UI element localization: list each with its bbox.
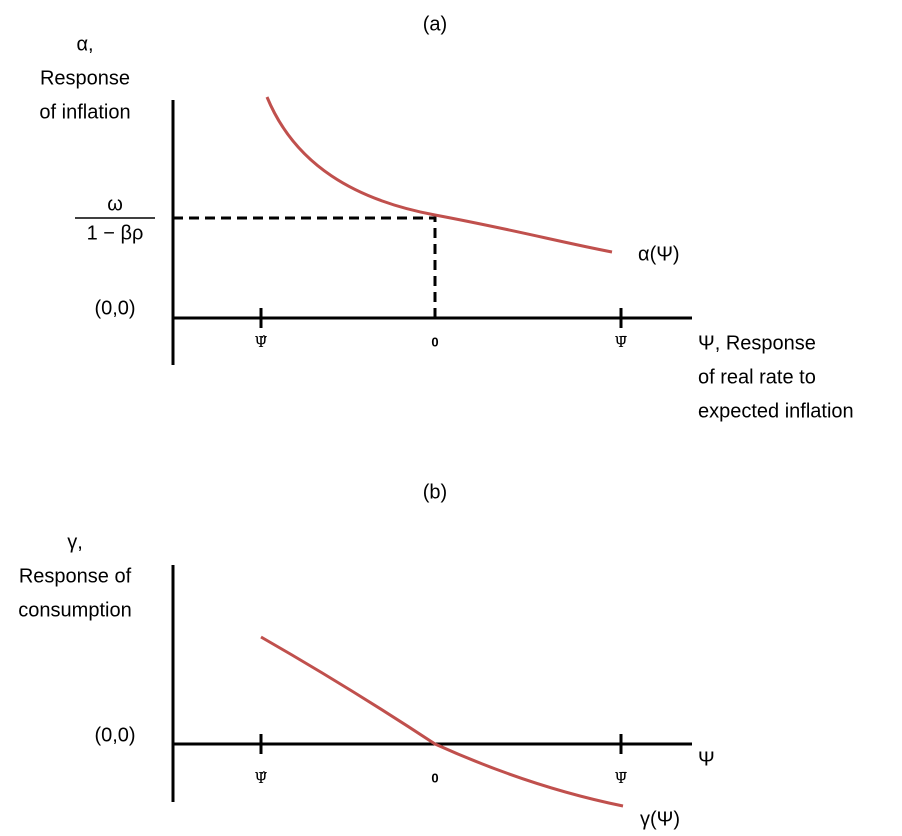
panel-label: (b) [423,481,447,503]
y-axis-label: γ, [67,531,83,553]
x-tick-label: 0 [431,334,438,349]
x-tick-label: Ψ̄ [614,333,627,351]
x-tick-label: Ψ̄ [614,769,627,787]
panel-a: (a) α, Response of inflation ω 1 − βρ (0… [39,13,853,422]
y-axis-label: Response [40,67,130,89]
gamma-curve [260,635,624,808]
y-axis-label: of inflation [39,101,130,123]
x-axis-label: expected inflation [698,400,854,422]
alpha-curve [265,96,613,254]
curve-label: α(Ψ) [638,243,680,265]
y-axis-label: Response of [19,565,132,587]
x-tick-label: 0 [431,770,438,785]
origin-label: (0,0) [94,724,135,746]
fraction-denominator: 1 − βρ [87,222,144,244]
curve-label: γ(Ψ) [640,808,680,830]
y-axis-label: consumption [18,599,131,621]
panel-label: (a) [423,13,447,35]
x-tick-label: Ψ̂ [254,333,267,351]
fraction-numerator: ω [107,193,123,215]
panel-b: (b) γ, Response of consumption (0,0) Ψ̂ … [18,481,714,830]
x-tick-label: Ψ̂ [254,769,267,787]
x-axis-label: Ψ [698,748,715,770]
x-axis-label: of real rate to [698,366,816,388]
origin-label: (0,0) [94,297,135,319]
reference-lines [173,216,437,318]
x-axis-label: Ψ, Response [698,332,816,354]
y-axis-label: α, [76,33,93,55]
